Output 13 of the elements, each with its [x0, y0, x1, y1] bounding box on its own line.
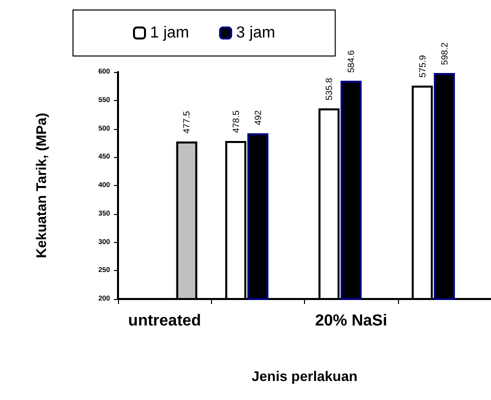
data-label: 584.6 [346, 50, 356, 73]
data-label: 477.5 [182, 110, 192, 134]
legend-label: 3 jam [236, 24, 276, 42]
data-label: 598.2 [439, 42, 450, 66]
data-label: 492 [252, 110, 263, 126]
x-axis-title: Jenis perlakuan [252, 368, 358, 384]
x-tick-label: 20% NaSi [315, 312, 388, 330]
x-tick-label: untreated [128, 312, 202, 330]
legend-label: 1 jam [150, 24, 190, 42]
data-label: 575.9 [417, 55, 428, 78]
data-label: 535.8 [324, 78, 334, 100]
data-label: 478.5 [230, 110, 241, 133]
y-axis-title: Kekuatan Tarik, (MPa) [33, 112, 49, 258]
